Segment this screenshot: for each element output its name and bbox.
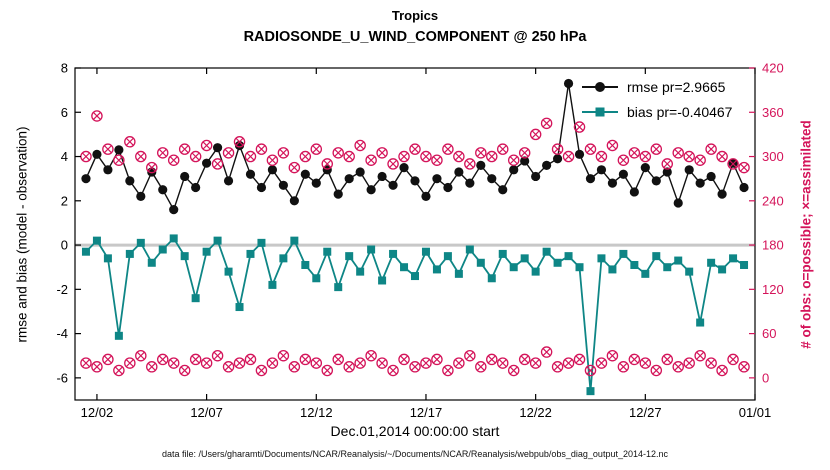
svg-text:300: 300 [762, 149, 784, 164]
svg-text:0: 0 [762, 370, 769, 385]
svg-text:420: 420 [762, 61, 784, 76]
title-region: Tropics [391, 8, 439, 23]
svg-text:-4: -4 [56, 326, 68, 341]
svg-text:8: 8 [61, 61, 68, 76]
svg-text:120: 120 [762, 282, 784, 297]
svg-text:12/07: 12/07 [190, 405, 223, 420]
svg-text:12/12: 12/12 [300, 405, 333, 420]
x-axis-label: Dec.01,2014 00:00:00 start [330, 423, 500, 439]
legend-rmse-marker-icon [595, 81, 605, 92]
right-axis-label: # of obs: o=possible; ×=assimilated [798, 119, 814, 349]
left-axis-label-wrap: rmse and bias (model - observation) [0, 68, 44, 400]
title-variable: RADIOSONDE_U_WIND_COMPONENT @ 250 hPa [243, 29, 587, 45]
right-axis-label-wrap: # of obs: o=possible; ×=assimilated [788, 68, 824, 400]
svg-text:12/17: 12/17 [410, 405, 443, 420]
svg-text:12/22: 12/22 [519, 405, 552, 420]
svg-text:-2: -2 [56, 282, 68, 297]
svg-text:4: 4 [61, 149, 68, 164]
legend-rmse-sample [582, 80, 618, 94]
svg-text:0: 0 [61, 238, 68, 253]
legend-entry-bias: bias pr=-0.40467 [582, 99, 732, 124]
legend: rmse pr=2.9665 bias pr=-0.40467 [582, 74, 732, 124]
svg-text:-6: -6 [56, 370, 68, 385]
legend-entry-rmse: rmse pr=2.9665 [582, 74, 732, 99]
svg-text:60: 60 [762, 326, 776, 341]
svg-text:12/02: 12/02 [81, 405, 114, 420]
chart-titles: Tropics RADIOSONDE_U_WIND_COMPONENT @ 25… [0, 8, 830, 45]
legend-bias-label: bias pr=-0.40467 [627, 103, 733, 120]
legend-bias-marker-icon [595, 107, 605, 116]
data-file-caption: data file: /Users/gharamti/Documents/NCA… [161, 449, 668, 459]
svg-text:12/27: 12/27 [629, 405, 662, 420]
svg-text:2: 2 [61, 193, 68, 208]
svg-text:360: 360 [762, 105, 784, 120]
svg-text:180: 180 [762, 238, 784, 253]
svg-text:01/01: 01/01 [739, 405, 772, 420]
svg-text:6: 6 [61, 105, 68, 120]
legend-rmse-label: rmse pr=2.9665 [627, 78, 726, 95]
left-axis-label: rmse and bias (model - observation) [14, 125, 30, 343]
legend-bias-sample [582, 105, 618, 119]
svg-text:240: 240 [762, 193, 784, 208]
